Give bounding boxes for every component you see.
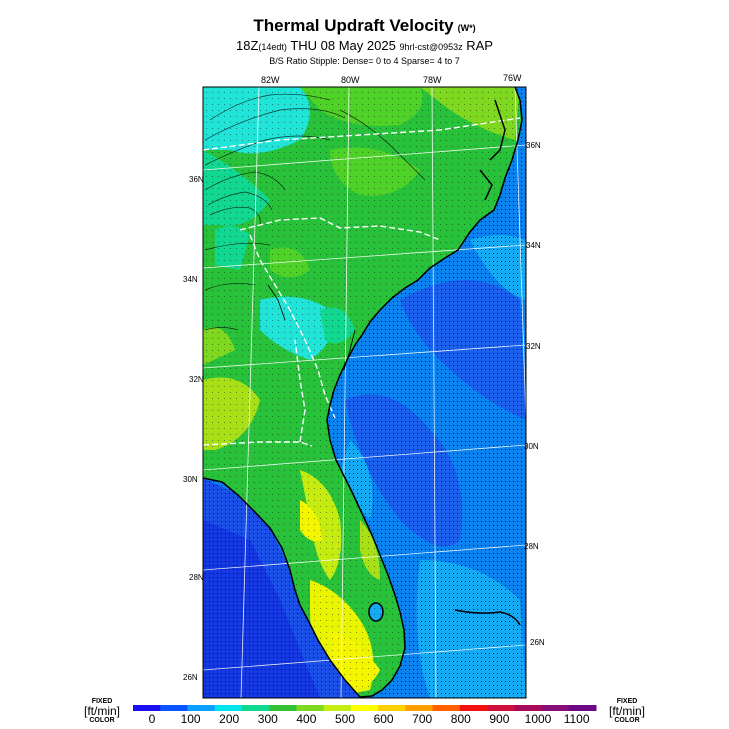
legend-tick-label: 800 — [450, 712, 471, 726]
lon-label-78w: 78W — [423, 75, 442, 85]
legend-tick-label: 500 — [334, 712, 356, 726]
legend-right-color: COLOR — [614, 717, 640, 724]
color-swatch — [568, 705, 597, 711]
legend-tick-label: 400 — [296, 712, 317, 726]
legend-tick-label: 100 — [180, 712, 201, 726]
color-swatch — [459, 705, 488, 711]
map-field — [203, 87, 526, 698]
stipple-note: B/S Ratio Stipple: Dense= 0 to 4 Sparse=… — [269, 56, 460, 66]
color-scale-bar — [133, 705, 597, 711]
valid-time-line: 18Z(14edt) THU 08 May 2025 9hrl-cst@0953… — [0, 38, 729, 53]
color-swatch — [133, 705, 161, 711]
color-swatch — [350, 705, 379, 711]
color-swatch — [323, 705, 352, 711]
legend-left-unit: [ft/min] — [83, 704, 120, 718]
lon-label-80w: 80W — [341, 75, 360, 85]
model-name: RAP — [466, 38, 493, 53]
legend-right-caption: FIXED [ft/min] COLOR — [597, 698, 657, 724]
time-main: 18Z — [236, 38, 259, 53]
color-swatch — [378, 705, 406, 711]
lat-left-36n: 36N — [189, 175, 204, 184]
lon-label-76w: 76W — [503, 73, 522, 83]
color-swatch — [160, 705, 188, 711]
lat-right-36n: 36N — [526, 141, 541, 150]
color-swatch — [541, 705, 570, 711]
legend-right-unit: [ft/min] — [608, 704, 645, 718]
legend-tick-label: 700 — [412, 712, 433, 726]
color-swatch — [214, 705, 243, 711]
color-swatch — [432, 705, 461, 711]
lat-right-26n: 26N — [530, 638, 545, 647]
color-swatch — [187, 705, 216, 711]
legend-tick-label: 1100 — [563, 712, 590, 726]
title-units: (W*) — [457, 23, 476, 33]
legend-tick-label: 900 — [489, 712, 510, 726]
legend-tick-label: 1000 — [524, 712, 552, 726]
lat-left-34n: 34N — [183, 275, 198, 284]
legend-left-color: COLOR — [89, 717, 115, 724]
legend-tick-label: 600 — [373, 712, 394, 726]
lat-right-30n: 30N — [524, 442, 539, 451]
legend-tick-label: 300 — [257, 712, 278, 726]
run-info: 9hrl-cst@0953z — [399, 42, 463, 52]
legend-tick-label: 200 — [219, 712, 240, 726]
color-swatch — [269, 705, 297, 711]
legend-right-fixed: FIXED — [616, 698, 638, 705]
color-swatch — [241, 705, 270, 711]
lat-left-28n: 28N — [189, 573, 204, 582]
legend-tick-label: 0 — [148, 712, 156, 726]
map-title: Thermal Updraft Velocity (W*) — [253, 16, 476, 35]
lat-right-28n: 28N — [524, 542, 539, 551]
time-local: (14edt) — [258, 42, 287, 52]
color-swatch — [405, 705, 434, 711]
lat-left-30n: 30N — [183, 475, 198, 484]
lat-left-32n: 32N — [189, 375, 204, 384]
color-swatch — [296, 705, 325, 711]
forecast-date: THU 08 May 2025 — [290, 38, 396, 53]
color-swatch — [487, 705, 515, 711]
lat-right-32n: 32N — [526, 342, 541, 351]
color-swatch — [514, 705, 543, 711]
lon-label-82w: 82W — [261, 75, 280, 85]
legend-left-fixed: FIXED — [91, 698, 113, 705]
lat-left-26n: 26N — [183, 673, 198, 682]
lat-right-34n: 34N — [526, 241, 541, 250]
legend-left-caption: FIXED [ft/min] COLOR — [72, 698, 132, 724]
